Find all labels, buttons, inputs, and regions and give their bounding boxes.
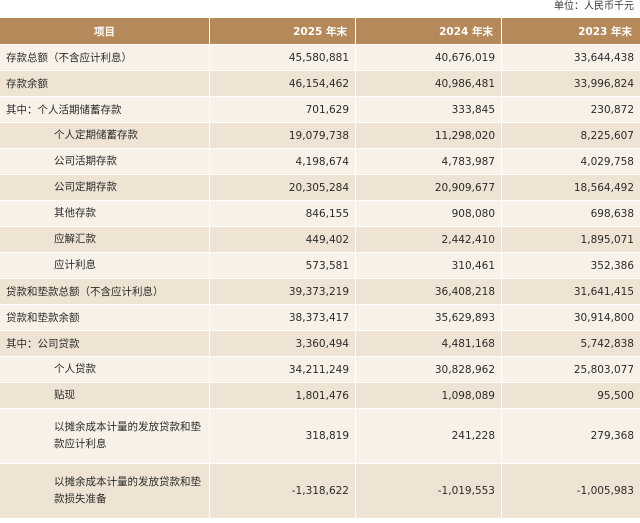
value-2024: 908,080 xyxy=(356,200,502,226)
table-row: 应解汇款 449,402 2,442,410 1,895,071 xyxy=(0,226,640,252)
row-label: 其中：公司贷款 xyxy=(0,330,210,356)
table-row: 个人定期储蓄存款 19,079,738 11,298,020 8,225,607 xyxy=(0,122,640,148)
table-header-row: 项目 2025 年末 2024 年末 2023 年末 xyxy=(0,18,640,44)
value-2024: 4,783,987 xyxy=(356,148,502,174)
value-2023: 1,895,071 xyxy=(502,226,640,252)
value-2024: 333,845 xyxy=(356,96,502,122)
header-2024: 2024 年末 xyxy=(356,18,502,44)
value-2023: 8,225,607 xyxy=(502,122,640,148)
row-label: 其他存款 xyxy=(0,200,210,226)
row-label: 存款总额（不含应计利息） xyxy=(0,44,210,70)
table-row: 贷款和垫款余额 38,373,417 35,629,893 30,914,800 xyxy=(0,304,640,330)
header-2023: 2023 年末 xyxy=(502,18,640,44)
value-2023: 33,644,438 xyxy=(502,44,640,70)
value-2023: -1,005,983 xyxy=(502,463,640,518)
value-2023: 95,500 xyxy=(502,382,640,408)
table-row: 应计利息 573,581 310,461 352,386 xyxy=(0,252,640,278)
value-2025: 20,305,284 xyxy=(210,174,356,200)
value-2023: 25,803,077 xyxy=(502,356,640,382)
row-label: 个人定期储蓄存款 xyxy=(0,122,210,148)
value-2025: -1,318,622 xyxy=(210,463,356,518)
value-2024: 310,461 xyxy=(356,252,502,278)
value-2024: -1,019,553 xyxy=(356,463,502,518)
value-2025: 846,155 xyxy=(210,200,356,226)
value-2023: 230,872 xyxy=(502,96,640,122)
table-row: 公司活期存款 4,198,674 4,783,987 4,029,758 xyxy=(0,148,640,174)
row-label: 其中：个人活期储蓄存款 xyxy=(0,96,210,122)
table-row: 其中：个人活期储蓄存款 701,629 333,845 230,872 xyxy=(0,96,640,122)
value-2025: 3,360,494 xyxy=(210,330,356,356)
row-label: 贷款和垫款总额（不含应计利息） xyxy=(0,278,210,304)
value-2023: 31,641,415 xyxy=(502,278,640,304)
value-2025: 449,402 xyxy=(210,226,356,252)
value-2024: 2,442,410 xyxy=(356,226,502,252)
value-2025: 46,154,462 xyxy=(210,70,356,96)
table-row: 其他存款 846,155 908,080 698,638 xyxy=(0,200,640,226)
table-row: 存款总额（不含应计利息） 45,580,881 40,676,019 33,64… xyxy=(0,44,640,70)
header-2025: 2025 年末 xyxy=(210,18,356,44)
value-2025: 4,198,674 xyxy=(210,148,356,174)
value-2024: 35,629,893 xyxy=(356,304,502,330)
table-row: 以摊余成本计量的发放贷款和垫款损失准备 -1,318,622 -1,019,55… xyxy=(0,463,640,518)
value-2024: 11,298,020 xyxy=(356,122,502,148)
table-row: 其中：公司贷款 3,360,494 4,481,168 5,742,838 xyxy=(0,330,640,356)
value-2025: 1,801,476 xyxy=(210,382,356,408)
value-2025: 45,580,881 xyxy=(210,44,356,70)
value-2023: 698,638 xyxy=(502,200,640,226)
value-2023: 4,029,758 xyxy=(502,148,640,174)
row-label: 公司活期存款 xyxy=(0,148,210,174)
unit-label: 单位：人民币千元 xyxy=(554,1,634,12)
header-item: 项目 xyxy=(0,18,210,44)
table-row: 个人贷款 34,211,249 30,828,962 25,803,077 xyxy=(0,356,640,382)
table-row: 公司定期存款 20,305,284 20,909,677 18,564,492 xyxy=(0,174,640,200)
value-2024: 1,098,089 xyxy=(356,382,502,408)
row-label: 个人贷款 xyxy=(0,356,210,382)
financial-table: 项目 2025 年末 2024 年末 2023 年末 存款总额（不含应计利息） … xyxy=(0,18,640,518)
table-row: 存款余额 46,154,462 40,986,481 33,996,824 xyxy=(0,70,640,96)
value-2025: 38,373,417 xyxy=(210,304,356,330)
row-label: 贴现 xyxy=(0,382,210,408)
value-2023: 279,368 xyxy=(502,408,640,463)
value-2025: 318,819 xyxy=(210,408,356,463)
value-2024: 20,909,677 xyxy=(356,174,502,200)
table-row: 以摊余成本计量的发放贷款和垫款应计利息 318,819 241,228 279,… xyxy=(0,408,640,463)
row-label: 贷款和垫款余额 xyxy=(0,304,210,330)
value-2025: 19,079,738 xyxy=(210,122,356,148)
value-2025: 573,581 xyxy=(210,252,356,278)
value-2024: 30,828,962 xyxy=(356,356,502,382)
value-2023: 18,564,492 xyxy=(502,174,640,200)
value-2023: 352,386 xyxy=(502,252,640,278)
value-2025: 39,373,219 xyxy=(210,278,356,304)
row-label: 应计利息 xyxy=(0,252,210,278)
row-label: 存款余额 xyxy=(0,70,210,96)
table-row: 贴现 1,801,476 1,098,089 95,500 xyxy=(0,382,640,408)
value-2024: 4,481,168 xyxy=(356,330,502,356)
value-2025: 701,629 xyxy=(210,96,356,122)
row-label: 应解汇款 xyxy=(0,226,210,252)
table-row: 贷款和垫款总额（不含应计利息） 39,373,219 36,408,218 31… xyxy=(0,278,640,304)
value-2023: 30,914,800 xyxy=(502,304,640,330)
value-2025: 34,211,249 xyxy=(210,356,356,382)
row-label: 以摊余成本计量的发放贷款和垫款损失准备 xyxy=(0,463,210,518)
row-label: 以摊余成本计量的发放贷款和垫款应计利息 xyxy=(0,408,210,463)
value-2024: 40,676,019 xyxy=(356,44,502,70)
value-2023: 5,742,838 xyxy=(502,330,640,356)
row-label: 公司定期存款 xyxy=(0,174,210,200)
value-2024: 36,408,218 xyxy=(356,278,502,304)
value-2023: 33,996,824 xyxy=(502,70,640,96)
value-2024: 40,986,481 xyxy=(356,70,502,96)
value-2024: 241,228 xyxy=(356,408,502,463)
